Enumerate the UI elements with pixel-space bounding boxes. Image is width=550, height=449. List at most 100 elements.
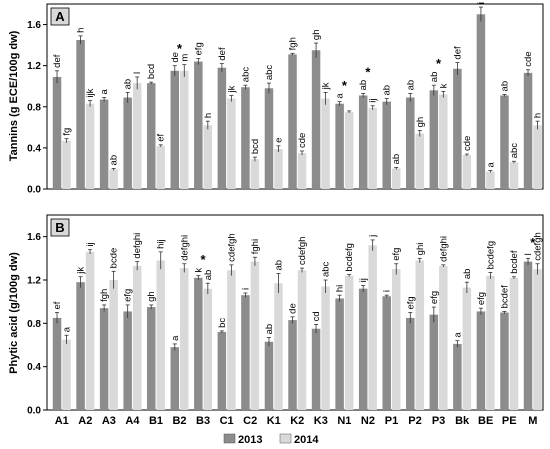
x-tick-label-K1: K1	[267, 415, 281, 427]
significance-letter: cde	[462, 136, 473, 151]
bar-b-2014-PE	[509, 277, 519, 410]
bar-a-2013-K3	[311, 50, 321, 189]
significance-letter: i	[240, 288, 251, 290]
significance-letter: h	[76, 28, 87, 33]
bar-a-2014-K3	[321, 98, 330, 189]
bar-b-2013-B2	[170, 347, 180, 410]
significance-letter: efg	[429, 291, 440, 304]
bar-b-2014-A3	[109, 280, 118, 410]
significance-letter: ab	[109, 155, 120, 166]
bar-a-2013-B2	[170, 70, 180, 189]
x-tick-label-A2: A2	[78, 415, 92, 427]
x-tick-label-A1: A1	[55, 415, 69, 427]
bar-b-2014-N1	[344, 275, 354, 410]
bar-b-2013-P2	[406, 317, 415, 410]
significance-letter: l	[132, 72, 143, 74]
legend: 2013 2014	[223, 433, 319, 446]
bar-b-2013-A2	[76, 282, 85, 410]
significance-letter: gh	[146, 291, 157, 302]
x-tick-label-M: M	[528, 415, 537, 427]
bar-b-2014-C1	[227, 270, 236, 410]
panel-b-ylabel: Phytic acid (g/100g dw)	[8, 252, 20, 374]
y-tick-label: 0.4	[27, 143, 41, 154]
significance-letter: ab	[429, 72, 440, 83]
significance-letter: a	[99, 89, 110, 95]
significance-star: *	[177, 41, 183, 56]
bar-a-2014-BE	[486, 171, 495, 189]
significance-letter: k	[193, 268, 204, 273]
significance-letter: bcdef	[509, 250, 520, 274]
x-tick-label-B2: B2	[172, 415, 186, 427]
significance-star: *	[365, 64, 371, 79]
significance-letter: i	[476, 2, 487, 4]
panel-b-label: B	[55, 220, 64, 235]
bar-b-2013-A3	[99, 308, 109, 410]
bar-a-2014-C2	[250, 159, 260, 189]
y-tick-label: 1.6	[27, 20, 41, 31]
significance-letter: bcd	[146, 64, 157, 79]
bar-b-2014-K2	[297, 270, 307, 410]
x-tick-label-N2: N2	[361, 415, 375, 427]
bar-a-2013-N2	[358, 95, 368, 189]
significance-letter: a	[335, 93, 346, 99]
bar-b-2013-BE	[476, 311, 486, 410]
bar-a-2013-P3	[429, 90, 439, 189]
x-tick-label-PE: PE	[502, 415, 517, 427]
legend-label-2014: 2014	[294, 434, 319, 446]
significance-letter: abc	[321, 261, 332, 277]
bar-b-2013-N1	[335, 298, 344, 410]
panel-a-label-box	[50, 7, 70, 26]
significance-letter: efg	[391, 248, 402, 261]
panel-b-yticks: 0.0 0.4 0.8 1.2 1.6	[27, 232, 47, 417]
significance-letter: ij	[358, 278, 369, 282]
significance-letter: hi	[335, 285, 346, 292]
panel-b-label-box	[50, 218, 70, 237]
bar-b-2014-K1	[274, 283, 283, 410]
bar-b-2013-A1	[52, 317, 62, 410]
significance-letter: k	[438, 83, 449, 88]
significance-letter: fg	[62, 128, 73, 136]
significance-letter: abc	[240, 67, 251, 83]
bar-b-2014-A4	[132, 265, 142, 410]
significance-letter: bcdefg	[485, 241, 496, 270]
bar-a-2014-B1	[156, 145, 165, 189]
significance-star: *	[201, 252, 207, 267]
significance-letter: ab	[405, 80, 416, 91]
x-tick-label-Bk: Bk	[455, 415, 470, 427]
significance-letter: fgh	[288, 37, 299, 50]
bar-a-2014-PE	[509, 162, 519, 189]
bar-a-2013-K2	[288, 54, 297, 189]
bar-b-2014-B2	[180, 268, 189, 410]
bar-a-2013-C1	[217, 67, 227, 189]
bar-b-2014-P2	[415, 260, 425, 410]
significance-letter: ijk	[85, 88, 96, 97]
significance-letter: abc	[509, 143, 520, 159]
bar-b-2014-P3	[439, 265, 448, 410]
bar-a-2014-K1	[274, 148, 283, 189]
bar-a-2014-P2	[415, 133, 425, 189]
bar-a-2014-N1	[344, 111, 354, 189]
significance-letter: de	[170, 52, 181, 63]
bar-b-2013-K2	[288, 320, 297, 410]
bar-a-2014-K2	[297, 153, 307, 189]
bar-a-2013-BE	[476, 14, 486, 190]
significance-letter: def	[452, 46, 463, 60]
bar-a-2014-P1	[391, 168, 401, 189]
significance-letter: a	[485, 162, 496, 168]
y-tick-label: 1.2	[27, 61, 41, 72]
panel-a-yticks: 0.0 0.4 0.8 1.2 1.6	[27, 20, 47, 196]
x-tick-label-K3: K3	[314, 415, 328, 427]
significance-letter: gh	[415, 117, 426, 128]
significance-letter: gh	[311, 29, 322, 40]
bar-a-2013-A1	[52, 76, 62, 189]
bar-b-2014-BE	[486, 275, 495, 410]
significance-letter: a	[170, 335, 181, 341]
significance-letter: ab	[358, 80, 369, 91]
bar-a-2013-PE	[500, 95, 509, 189]
significance-letter: jk	[76, 267, 87, 275]
bar-a-2013-C2	[241, 87, 250, 189]
bar-b-2014-N2	[368, 245, 377, 410]
significance-letter: ef	[156, 134, 167, 142]
significance-letter: jk	[321, 82, 332, 90]
significance-letter: def	[52, 54, 63, 68]
